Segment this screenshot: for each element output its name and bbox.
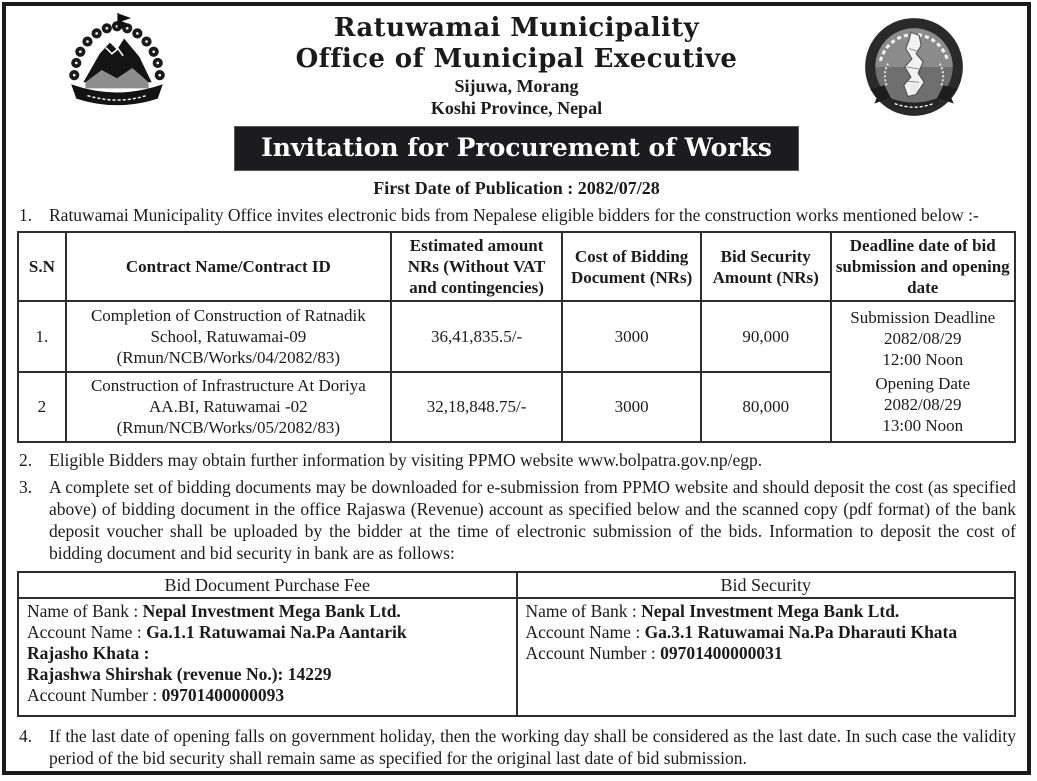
item-text: If the last date of opening falls on gov… — [49, 726, 1016, 768]
header-contract-name: Contract Name/Contract ID — [64, 231, 392, 302]
opening-date: Opening Date 2082/08/29 13:00 Noon — [836, 373, 1010, 436]
nepal-emblem-logo — [69, 13, 165, 106]
bank-name-line: Name of Bank : Nepal Investment Mega Ban… — [27, 601, 401, 621]
header-bidding-cost: Cost of Bidding Document (NRs) — [561, 231, 702, 302]
cell-sn: 1. — [17, 300, 67, 373]
item-number: 4. — [19, 726, 33, 746]
submission-deadline: Submission Deadline 2082/08/29 12:00 Noo… — [836, 307, 1010, 370]
notice-banner-title: Invitation for Procurement of Works — [234, 126, 799, 171]
bank-header-row: Bid Document Purchase Fee Bid Security — [17, 571, 1016, 599]
cell-contract-name: Construction of Infrastructure At Doriya… — [64, 370, 392, 443]
item-number: 1. — [19, 205, 33, 225]
purchase-fee-details: Name of Bank : Nepal Investment Mega Ban… — [17, 597, 518, 717]
table-row: 2 Construction of Infrastructure At Dori… — [17, 370, 1015, 443]
purchase-fee-header: Bid Document Purchase Fee — [17, 571, 518, 599]
opening-date-label: Opening Date — [875, 374, 971, 393]
opening-date-time: 13:00 Noon — [882, 416, 964, 435]
bank-name-line: Name of Bank : Nepal Investment Mega Ban… — [525, 601, 900, 621]
publication-date: First Date of Publication : 2082/07/28 — [373, 178, 660, 198]
submission-deadline-label: Submission Deadline — [850, 308, 996, 327]
contracts-header-row: S.N Contract Name/Contract ID Estimated … — [17, 231, 1017, 302]
cell-estimated-amount: 36,41,835.5/- — [389, 300, 564, 373]
account-number-line: Account Number : 09701400000031 — [525, 643, 783, 663]
item-text: A complete set of bidding documents may … — [49, 477, 1016, 563]
municipality-name: Ratuwamai Municipality — [333, 13, 700, 43]
notice-item-1: 1. Ratuwamai Municipality Office invites… — [17, 204, 1016, 226]
item-number: 3. — [19, 477, 33, 497]
item-number: 2. — [19, 450, 33, 470]
cell-bidding-cost: 3000 — [561, 370, 702, 443]
header-sn: S.N — [17, 231, 67, 302]
submission-deadline-date: 2082/08/29 — [884, 329, 962, 348]
cell-sn: 2 — [17, 370, 67, 443]
address-line-1: Sijuwa, Morang — [454, 76, 579, 96]
notice-item-3: 3. A complete set of bidding documents m… — [17, 476, 1016, 564]
header-deadline: Deadline date of bid submission and open… — [829, 231, 1017, 302]
letterhead: Ratuwamai Municipality Office of Municip… — [17, 10, 1016, 119]
item-text: Eligible Bidders may obtain further info… — [49, 450, 763, 470]
office-name: Office of Municipal Executive — [295, 44, 738, 74]
bank-body-row: Name of Bank : Nepal Investment Mega Ban… — [17, 597, 1016, 717]
cell-deadline: Submission Deadline 2082/08/29 12:00 Noo… — [829, 300, 1017, 443]
notice-item-4: 4. If the last date of opening falls on … — [17, 725, 1016, 769]
account-number-line: Account Number : 09701400000093 — [27, 685, 285, 705]
header-bid-security: Bid Security Amount (NRs) — [699, 231, 832, 302]
header-estimated-amount: Estimated amount NRs (Without VAT and co… — [389, 231, 564, 302]
cell-bid-security: 90,000 — [699, 300, 832, 373]
opening-date-date: 2082/08/29 — [884, 395, 962, 414]
cell-contract-name: Completion of Construction of Ratnadik S… — [64, 300, 392, 373]
contracts-table: S.N Contract Name/Contract ID Estimated … — [17, 231, 1017, 443]
bid-security-header: Bid Security — [515, 571, 1016, 599]
bid-security-details: Name of Bank : Nepal Investment Mega Ban… — [515, 597, 1016, 717]
submission-deadline-time: 12:00 Noon — [882, 350, 964, 369]
item-text: Ratuwamai Municipality Office invites el… — [49, 205, 979, 225]
address-line-2: Koshi Province, Nepal — [430, 98, 603, 118]
account-name-continued-line: Rajasho Khata : — [27, 643, 150, 663]
notice-item-2: 2. Eligible Bidders may obtain further i… — [17, 449, 1016, 471]
bank-details-table: Bid Document Purchase Fee Bid Security N… — [17, 571, 1016, 717]
table-row: 1. Completion of Construction of Ratnadi… — [17, 300, 1017, 443]
account-name-line: Account Name : Ga.3.1 Ratuwamai Na.Pa Dh… — [525, 622, 958, 642]
cell-bidding-cost: 3000 — [561, 300, 702, 373]
cell-bid-security: 80,000 — [699, 370, 832, 443]
cell-estimated-amount: 32,18,848.75/- — [389, 370, 564, 443]
account-name-line: Account Name : Ga.1.1 Ratuwamai Na.Pa Aa… — [27, 622, 407, 642]
ratuwamai-municipality-seal — [865, 18, 963, 116]
revenue-number-line: Rajashwa Shirshak (revenue No.): 14229 — [27, 664, 332, 684]
